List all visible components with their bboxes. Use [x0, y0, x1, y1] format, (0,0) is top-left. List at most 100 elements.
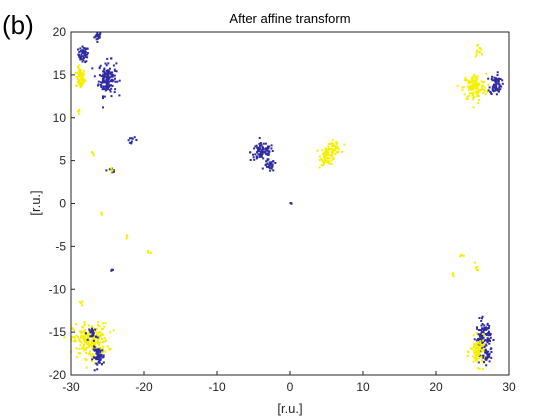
scatter-point [85, 358, 88, 361]
scatter-point [106, 78, 109, 81]
scatter-point [102, 73, 105, 76]
x-tick-label: -10 [208, 380, 226, 394]
x-axis-label: [r.u.] [277, 401, 302, 416]
cluster-blue [110, 268, 114, 272]
scatter-point [106, 345, 109, 348]
scatter-point [329, 154, 332, 157]
cluster-yellow [125, 234, 129, 240]
scatter-point [104, 350, 107, 353]
scatter-point [79, 68, 82, 71]
scatter-point [100, 75, 103, 78]
scatter-point [96, 32, 99, 35]
scatter-point [322, 156, 325, 159]
scatter-point [499, 85, 502, 87]
scatter-point [491, 75, 493, 78]
scatter-point [101, 332, 104, 335]
scatter-point [84, 54, 87, 57]
scatter-point [486, 338, 489, 341]
scatter-point [468, 80, 471, 83]
scatter-point [115, 62, 118, 65]
scatter-point [86, 47, 89, 50]
scatter-point [491, 89, 494, 92]
scatter-point [472, 93, 474, 96]
scatter-point [334, 153, 337, 156]
scatter-point [79, 352, 82, 355]
scatter-point [480, 334, 482, 337]
scatter-point [322, 153, 325, 155]
scatter-point [109, 67, 111, 70]
scatter-point [475, 339, 478, 342]
scatter-point [110, 167, 113, 170]
scatter-point [470, 92, 473, 95]
scatter-point [112, 329, 115, 332]
scatter-point [487, 89, 490, 92]
scatter-point [87, 346, 90, 349]
scatter-point [90, 326, 93, 329]
scatter-point [97, 332, 100, 335]
scatter-point [486, 354, 489, 357]
scatter-point [258, 146, 261, 149]
scatter-point [476, 49, 478, 52]
scatter-point [475, 95, 478, 98]
scatter-point [318, 166, 321, 169]
scatter-point [498, 83, 501, 86]
scatter-point [77, 48, 80, 51]
scatter-point [475, 79, 478, 81]
scatter-point [480, 331, 483, 334]
scatter-point [477, 99, 480, 102]
scatter-point [81, 76, 84, 79]
scatter-point [125, 237, 128, 240]
scatter-point [488, 332, 491, 335]
scatter-point [268, 145, 271, 148]
scatter-point [269, 161, 272, 164]
scatter-point [77, 67, 80, 70]
scatter-point [84, 80, 87, 83]
scatter-point [91, 327, 93, 330]
scatter-point [80, 332, 83, 335]
scatter-point [101, 341, 104, 344]
scatter-point [77, 79, 80, 82]
scatter-point [83, 349, 86, 352]
scatter-point [100, 354, 103, 357]
scatter-point [84, 341, 86, 344]
scatter-point [262, 157, 265, 160]
scatter-point [331, 145, 333, 148]
scatter-point [108, 168, 111, 171]
x-tick-label: 10 [356, 380, 370, 394]
scatter-point [473, 351, 476, 354]
scatter-point [473, 343, 476, 346]
scatter-point [108, 70, 111, 73]
scatter-point [328, 161, 331, 164]
scatter-point [256, 151, 259, 154]
scatter-point [112, 170, 115, 173]
scatter-point [107, 74, 110, 77]
scatter-point [99, 350, 102, 353]
scatter-point [494, 89, 497, 92]
scatter-point [81, 52, 84, 54]
scatter-point [80, 347, 83, 350]
scatter-point [476, 342, 479, 345]
scatter-point [76, 356, 79, 359]
scatter-point [270, 147, 273, 150]
scatter-point [478, 351, 481, 354]
scatter-point [496, 82, 499, 85]
scatter-point [472, 334, 475, 337]
scatter-point [336, 142, 339, 145]
scatter-point [78, 83, 81, 86]
scatter-point [318, 155, 321, 158]
x-tick-label: 0 [287, 380, 294, 394]
scatter-point [85, 60, 88, 63]
scatter-point [83, 57, 85, 59]
scatter-point [481, 333, 484, 335]
scatter-point [470, 86, 473, 89]
scatter-point [259, 153, 261, 156]
scatter-point [97, 80, 100, 83]
scatter-point [92, 348, 95, 351]
scatter-point [472, 96, 475, 99]
scatter-point [467, 350, 469, 353]
scatter-point [77, 352, 80, 355]
scatter-point [110, 78, 113, 81]
scatter-point [476, 83, 479, 86]
scatter-point [316, 149, 319, 152]
scatter-point [478, 90, 481, 93]
